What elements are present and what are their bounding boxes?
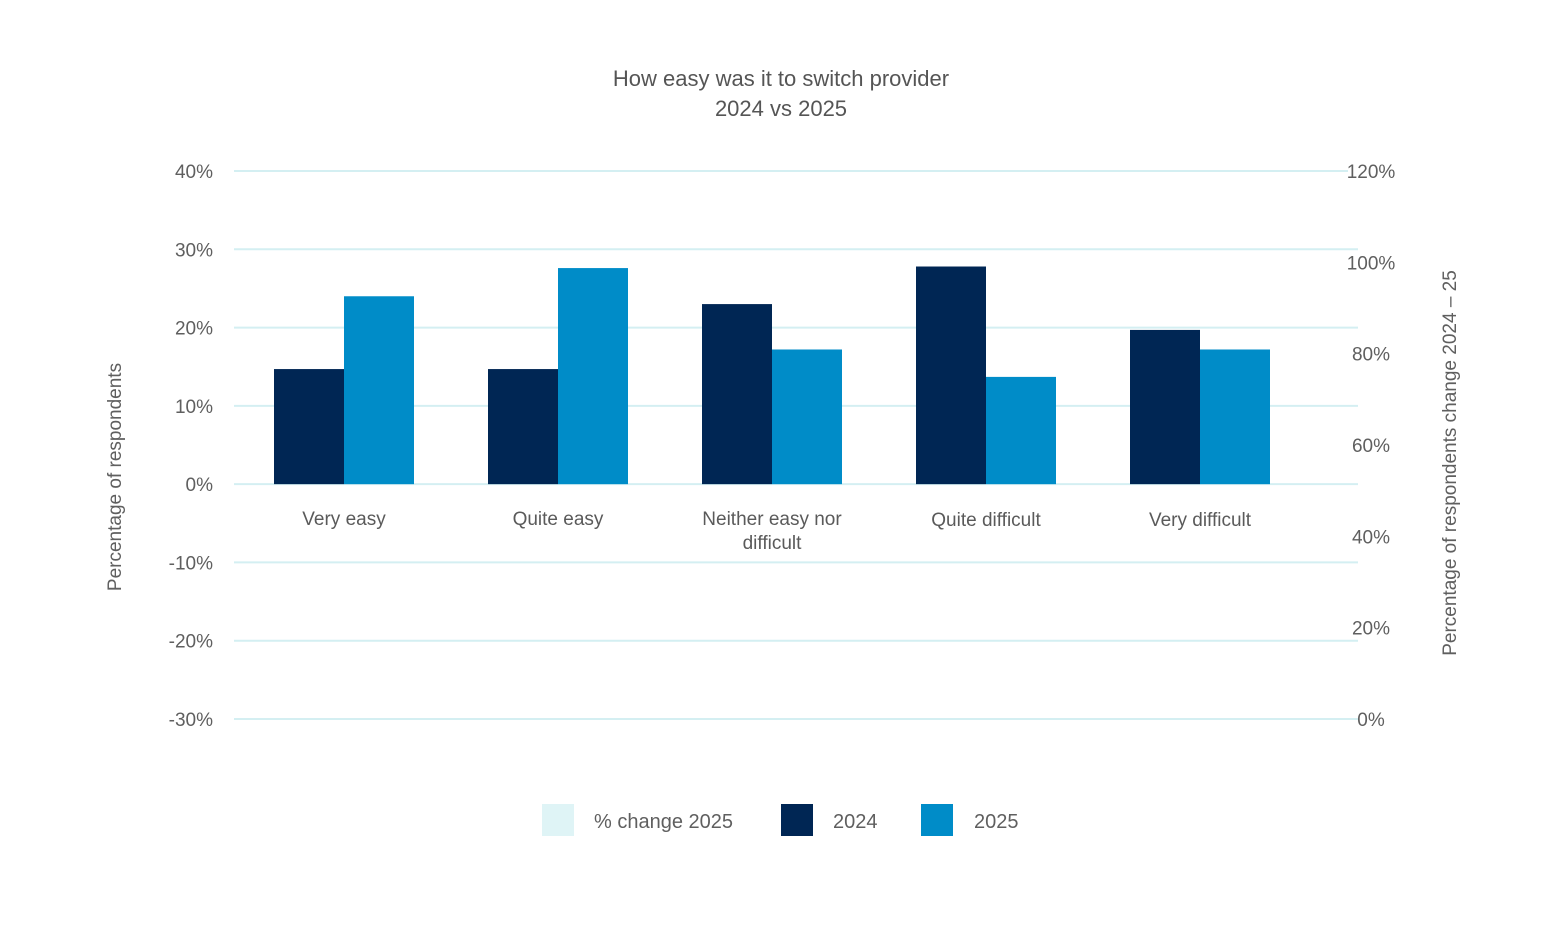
y2-axis-title: Percentage of respondents change 2024 – …	[1440, 270, 1461, 656]
x-tick-label: Very easy	[302, 509, 386, 530]
y-tick-label: 20%	[175, 319, 213, 340]
y-tick-label: -20%	[169, 632, 213, 653]
y-axis-title: Percentage of respondents	[105, 363, 126, 591]
y2-tick-label: 0%	[1357, 710, 1385, 731]
legend-label: 2025	[974, 811, 1019, 833]
chart-subtitle: 2024 vs 2025	[715, 96, 847, 121]
bar-2024	[702, 304, 772, 485]
x-tick-label: Quite easy	[513, 509, 604, 530]
legend-label: % change 2025	[594, 811, 733, 833]
bar-2025	[344, 296, 414, 485]
bar-2025	[1200, 349, 1270, 485]
bars	[274, 266, 1270, 485]
bar-2024	[488, 369, 558, 485]
y2-tick-label: 60%	[1352, 436, 1390, 457]
y-tick-label: -30%	[169, 710, 213, 731]
y2-tick-label: 40%	[1352, 527, 1390, 548]
y-tick-label: 40%	[175, 162, 213, 183]
y-axis-right: 120% 100% 80% 60% 40% 20% 0%	[1347, 162, 1396, 731]
y-tick-label: -10%	[169, 553, 213, 574]
x-tick-label: Very difficult	[1149, 510, 1252, 531]
x-tick-label: Neither easy nor difficult	[702, 509, 842, 554]
bar-2024	[1130, 329, 1200, 485]
y2-tick-label: 120%	[1347, 162, 1396, 183]
legend-swatch	[921, 804, 953, 836]
chart-title: How easy was it to switch provider	[613, 66, 949, 91]
y-tick-label: 10%	[175, 397, 213, 418]
x-axis-categories: Very easy Quite easy Neither easy nor diffi…	[302, 509, 1251, 554]
y-tick-label: 30%	[175, 240, 213, 261]
legend: % change 2025 2024 2025	[542, 804, 1019, 836]
bar-2024	[274, 369, 344, 485]
y2-tick-label: 80%	[1352, 345, 1390, 366]
bar-2025	[772, 349, 842, 485]
y-axis-left: 40% 30% 20% 10% 0% -10% -20% -30%	[169, 162, 213, 731]
legend-swatch	[542, 804, 574, 836]
y2-tick-label: 100%	[1347, 253, 1396, 274]
bar-2024	[916, 266, 986, 485]
y-tick-label: 0%	[186, 475, 214, 496]
y2-tick-label: 20%	[1352, 619, 1390, 640]
legend-swatch	[781, 804, 813, 836]
bar-2025	[986, 376, 1056, 485]
x-tick-label: Quite difficult	[931, 510, 1041, 531]
bar-2025	[558, 268, 628, 485]
legend-label: 2024	[833, 811, 878, 833]
